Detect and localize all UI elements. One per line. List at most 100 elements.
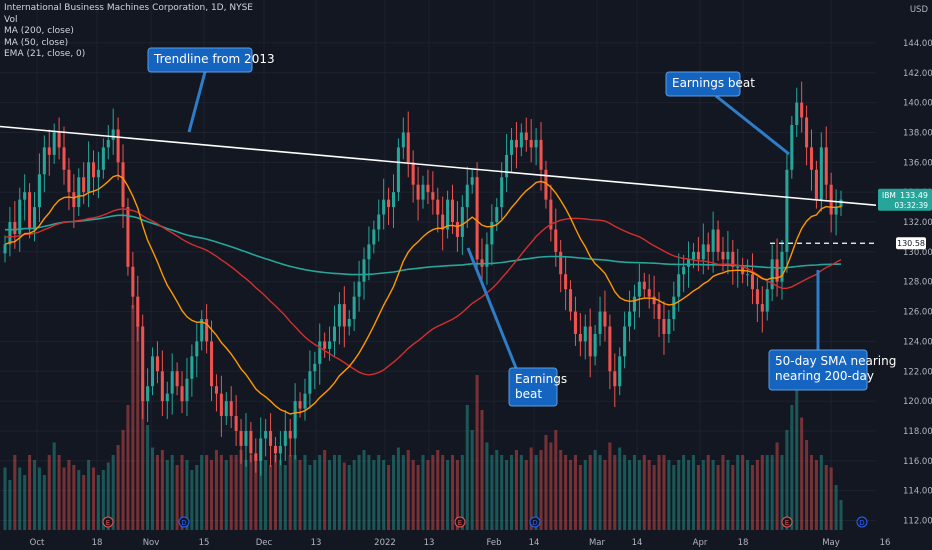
volume-bar [677, 460, 681, 530]
volume-bar [544, 435, 548, 530]
volume-bar [141, 380, 145, 530]
volume-bar [190, 470, 194, 530]
volume-bar [441, 455, 445, 530]
level-price-value: 130.58 [897, 239, 925, 248]
volume-bar [632, 455, 636, 530]
marker-letter: E [106, 519, 110, 527]
time-tick-label: 18 [738, 538, 749, 548]
candle-body [824, 147, 828, 185]
candle-body [603, 311, 607, 327]
candle-body [485, 244, 489, 267]
candle-body [318, 341, 322, 364]
candle-body [677, 274, 681, 297]
volume-bar [67, 460, 71, 530]
price-axis-bg [876, 0, 932, 550]
volume-bar [200, 455, 204, 530]
volume-bar [146, 425, 150, 530]
volume-bar [593, 450, 597, 530]
candle-body [18, 199, 22, 234]
volume-bar [490, 455, 494, 530]
time-axis[interactable]: Oct 18 Nov 15 Dec 13 2022 13 Feb 14 Mar 14 Apr 18 May 1… [30, 538, 891, 548]
candle-body [401, 132, 405, 148]
volume-bar [259, 455, 263, 530]
candle-body [711, 229, 715, 252]
candle-body [377, 214, 381, 230]
dividend-marker-icon [529, 516, 541, 528]
candle-body [278, 445, 282, 454]
price-tick-label: 138.00 [903, 128, 932, 138]
volume-bar [770, 455, 774, 530]
symbol-title[interactable]: International Business Machines Corporat… [4, 3, 253, 13]
candle-body [770, 259, 774, 290]
candle-body [534, 139, 538, 148]
moving-averages [0, 125, 881, 415]
callout-trendline-box [147, 47, 253, 73]
candle-body [514, 139, 518, 148]
volume-bar [175, 465, 179, 530]
volume-bar [485, 442, 489, 530]
volume-bar [657, 455, 661, 530]
volume-bar [87, 460, 91, 530]
candle-body [146, 386, 150, 402]
dividend-marker-icon [178, 516, 190, 528]
candle-body [205, 319, 209, 342]
volume-bar [569, 460, 573, 530]
candle-body [13, 222, 17, 234]
candle-body [239, 430, 243, 446]
volume-bar [598, 455, 602, 530]
legend-ma200[interactable]: MA (200, close) [4, 26, 74, 36]
candle-body [657, 304, 661, 320]
candle-body [406, 132, 410, 163]
volume-bar [160, 450, 164, 530]
price-tick-label: 130.00 [903, 248, 932, 258]
candle-body [67, 169, 71, 193]
volume-bar [101, 470, 105, 530]
volume-bar [224, 460, 228, 530]
candle-body [593, 333, 597, 357]
candle-body [337, 304, 341, 327]
volume-bar [613, 455, 617, 530]
time-tick-label: 2022 [374, 538, 396, 548]
volume-bar [750, 465, 755, 530]
candle-body [455, 222, 459, 237]
volume-bar [755, 460, 759, 530]
volume-bar [32, 460, 37, 530]
price-axis[interactable]: USD 112.00 114.00 116.00 118.00 120.00 122.00 1… [876, 0, 932, 550]
callout-earnings-apr-box [665, 71, 741, 97]
earnings-marker-icon [102, 516, 114, 528]
candle-body [731, 251, 735, 267]
volume-bar [637, 460, 641, 530]
volume-bar [23, 475, 27, 530]
time-tick-label: 14 [632, 538, 643, 548]
volume-bar [583, 460, 587, 530]
volume-bar [96, 475, 100, 530]
candle-body [706, 244, 710, 252]
candle-body [519, 132, 523, 148]
candle-body [416, 184, 420, 200]
time-tick-label: Oct [30, 538, 45, 548]
legend-ema21[interactable]: EMA (21, close, 0) [4, 49, 86, 59]
candle-body [441, 214, 445, 230]
legend-ma50[interactable]: MA (50, close) [4, 37, 69, 48]
candle-body [328, 341, 332, 349]
candle-body [126, 207, 130, 267]
candle-body [805, 117, 809, 148]
earnings-marker-icon [454, 516, 466, 528]
candlesticks [3, 81, 843, 476]
candle-body [726, 251, 730, 260]
volume-bar [426, 460, 430, 530]
callout-earnings-apr-text: Earnings beat [672, 76, 755, 90]
candle-body [155, 356, 159, 372]
candle-body [52, 132, 56, 155]
candle-body [47, 147, 51, 155]
volume-bar [775, 442, 779, 530]
legend-volume[interactable]: Vol [4, 14, 18, 25]
candle-body [195, 341, 199, 357]
candle-body [701, 244, 705, 260]
time-tick-label: Feb [486, 538, 501, 548]
candle-body [308, 371, 312, 394]
price-tick-label: 140.00 [903, 99, 932, 109]
